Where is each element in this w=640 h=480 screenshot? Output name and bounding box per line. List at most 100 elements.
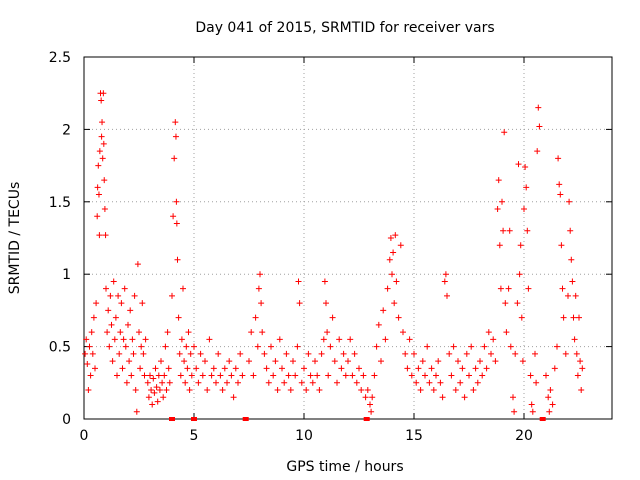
- data-point: [534, 148, 541, 155]
- data-point: [368, 408, 375, 415]
- data-point: [424, 343, 431, 350]
- data-point: [252, 314, 259, 321]
- data-point: [400, 329, 406, 336]
- data-point: [274, 387, 281, 394]
- data-point: [490, 336, 497, 343]
- data-point: [408, 372, 415, 379]
- data-point: [497, 285, 504, 292]
- data-point: [100, 140, 107, 147]
- data-point: [334, 379, 340, 386]
- data-point: [439, 394, 446, 401]
- data-point: [433, 372, 439, 379]
- data-point: [178, 336, 185, 343]
- data-point: [347, 336, 354, 343]
- data-point: [393, 278, 400, 285]
- y-axis: 0 0.5 1 1.5 2 2.5: [49, 50, 612, 428]
- data-point: [500, 227, 507, 234]
- data-point: [371, 372, 378, 379]
- data-point: [171, 155, 178, 162]
- data-point: [90, 314, 97, 321]
- data-point: [367, 401, 373, 408]
- data-point: [422, 372, 428, 379]
- data-point: [188, 372, 195, 379]
- data-point: [213, 379, 219, 386]
- data-point: [492, 358, 499, 365]
- data-point: [187, 350, 194, 357]
- gap-marker: [363, 417, 370, 421]
- data-point: [101, 206, 108, 213]
- data-point: [183, 343, 190, 350]
- data-point: [338, 365, 345, 372]
- data-point: [545, 394, 552, 401]
- data-point: [292, 372, 299, 379]
- data-point: [221, 365, 228, 372]
- plot-frame: [83, 56, 613, 420]
- data-point: [532, 350, 538, 357]
- data-point: [495, 177, 502, 184]
- data-point: [158, 358, 164, 365]
- data-point: [340, 350, 347, 357]
- data-point: [514, 300, 521, 307]
- data-point: [180, 285, 186, 292]
- data-point: [562, 350, 569, 357]
- data-point: [320, 336, 327, 343]
- data-point: [360, 372, 367, 379]
- data-point: [99, 155, 106, 162]
- data-point: [130, 350, 137, 357]
- data-point: [389, 271, 395, 278]
- data-point: [529, 408, 536, 415]
- data-point: [226, 358, 233, 365]
- data-point: [199, 372, 206, 379]
- y-tick-label: 0.5: [49, 340, 71, 356]
- data-point: [524, 227, 531, 234]
- data-point: [437, 379, 444, 386]
- data-point: [191, 343, 197, 350]
- data-point: [88, 329, 95, 336]
- data-point: [461, 394, 468, 401]
- x-axis-label: GPS time / hours: [286, 459, 403, 475]
- data-point: [155, 372, 162, 379]
- data-point: [577, 358, 584, 365]
- data-point: [375, 321, 382, 328]
- y-axis-label: SRMTID / TECUs: [7, 182, 23, 295]
- data-point: [392, 232, 399, 239]
- data-point: [373, 343, 380, 350]
- data-point: [239, 372, 246, 379]
- data-point: [523, 184, 530, 191]
- data-point: [172, 119, 179, 126]
- data-point: [270, 372, 277, 379]
- data-point: [574, 372, 581, 379]
- data-point: [331, 358, 338, 365]
- data-point: [336, 336, 343, 343]
- data-point: [435, 358, 442, 365]
- data-point: [364, 387, 371, 394]
- data-point: [406, 336, 413, 343]
- data-point: [485, 329, 492, 336]
- data-point: [557, 191, 564, 198]
- gap-marker: [539, 417, 546, 421]
- data-point: [572, 292, 579, 299]
- data-point: [535, 104, 542, 111]
- data-point: [110, 278, 117, 285]
- data-point: [468, 343, 475, 350]
- data-point: [305, 350, 312, 357]
- data-point: [156, 387, 163, 394]
- data-point: [98, 133, 105, 140]
- data-point: [137, 365, 144, 372]
- data-point: [94, 184, 101, 191]
- data-point: [496, 242, 503, 249]
- data-point: [96, 148, 103, 155]
- data-point: [161, 372, 168, 379]
- data-point: [173, 220, 180, 227]
- data-point: [136, 329, 142, 336]
- data-point: [109, 358, 116, 365]
- data-point: [272, 358, 279, 365]
- data-points: [82, 90, 586, 415]
- gap-marker: [169, 417, 175, 421]
- data-point: [576, 314, 582, 321]
- data-point: [103, 285, 109, 292]
- data-point: [323, 300, 329, 307]
- data-point: [257, 271, 263, 278]
- gap-markers: [169, 417, 546, 421]
- data-point: [380, 307, 387, 314]
